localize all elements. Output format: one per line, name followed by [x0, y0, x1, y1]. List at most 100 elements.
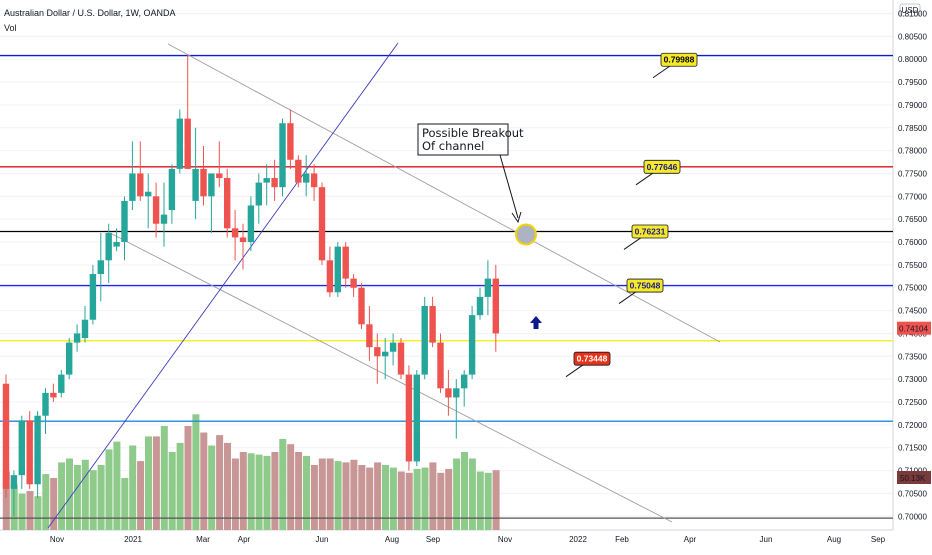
volume-bar [334, 461, 342, 530]
annotation-pointer-arrowhead [511, 211, 522, 224]
candle-body[interactable] [58, 374, 65, 393]
channel-upper-trendline[interactable] [167, 43, 721, 343]
volume-bar [105, 449, 113, 530]
candle-body[interactable] [10, 475, 18, 489]
channel-lower-trendline[interactable] [109, 232, 673, 523]
price-label-box[interactable] [643, 159, 681, 174]
volume-bar [145, 436, 152, 530]
volume-bar [263, 455, 271, 530]
candle-body[interactable] [160, 214, 168, 224]
volume-bar [255, 454, 263, 530]
candle-body[interactable] [484, 278, 492, 297]
candle-body[interactable] [397, 342, 405, 375]
candle-body[interactable] [50, 392, 57, 398]
candle-body[interactable] [18, 420, 25, 476]
x-axis-tick-label: Feb [615, 535, 629, 544]
volume-bar [310, 465, 318, 530]
candle-body[interactable] [137, 173, 144, 197]
volume-bar [287, 444, 295, 530]
candle-body[interactable] [295, 159, 302, 183]
candle-body[interactable] [334, 246, 341, 293]
price-label-box[interactable] [631, 224, 669, 239]
candle-body[interactable] [26, 420, 33, 485]
candle-body[interactable] [113, 242, 120, 247]
candle-body[interactable] [145, 191, 152, 197]
uptrend-line[interactable] [47, 42, 399, 529]
candle-body[interactable] [445, 388, 452, 398]
candle-body[interactable] [366, 324, 373, 348]
annotation-note-box[interactable] [417, 123, 509, 156]
candle-body[interactable] [263, 178, 270, 183]
price-label-box[interactable] [626, 278, 664, 293]
volume-bar [176, 442, 184, 530]
candle-body[interactable] [476, 296, 484, 316]
price-label-box[interactable] [660, 52, 698, 67]
candle-body[interactable] [255, 182, 262, 206]
candle-body[interactable] [453, 388, 460, 398]
candle-body[interactable] [176, 118, 183, 169]
candle-body[interactable] [318, 187, 326, 261]
candle-body[interactable] [105, 232, 112, 261]
candle-body[interactable] [326, 260, 334, 293]
candle-body[interactable] [413, 374, 420, 462]
candle-body[interactable] [231, 228, 239, 238]
volume-bar [208, 445, 216, 530]
y-axis-tick-label: 0.73500 [898, 352, 927, 361]
candle-body[interactable] [184, 118, 191, 169]
x-axis-tick-label: Sep [871, 535, 886, 544]
candle-body[interactable] [224, 178, 231, 229]
price-label-box[interactable] [573, 351, 611, 366]
candle-body[interactable] [389, 342, 397, 352]
candle-body[interactable] [271, 178, 278, 188]
candle-body[interactable] [421, 306, 428, 375]
candle-body[interactable] [200, 168, 207, 197]
candle-body[interactable] [168, 168, 176, 211]
volume-bar [89, 470, 97, 530]
candle-body[interactable] [468, 315, 476, 375]
candle-body[interactable] [437, 342, 444, 389]
candle-body[interactable] [239, 237, 247, 243]
volume-bar [66, 458, 73, 530]
candle-body[interactable] [216, 173, 223, 179]
candle-body[interactable] [73, 333, 81, 343]
candle-body[interactable] [192, 168, 199, 201]
candle-body[interactable] [310, 173, 318, 188]
candle-body[interactable] [81, 319, 89, 339]
volume-bar [160, 426, 168, 530]
candle-body[interactable] [129, 173, 136, 201]
candle-body[interactable] [405, 374, 413, 462]
volume-bar [224, 442, 231, 530]
candle-body[interactable] [152, 196, 160, 224]
candle-body[interactable] [279, 123, 286, 188]
volume-bar [295, 452, 303, 530]
candle-body[interactable] [429, 306, 436, 343]
candle-body[interactable] [358, 287, 365, 325]
candle-body[interactable] [382, 351, 389, 357]
volume-bar [18, 493, 26, 530]
candle-body[interactable] [208, 173, 215, 197]
candle-body[interactable] [34, 415, 41, 485]
y-axis-tick-label: 0.72500 [898, 398, 927, 407]
candle-body[interactable] [247, 205, 255, 243]
candle-body[interactable] [89, 274, 97, 320]
candle-body[interactable] [2, 383, 10, 489]
volume-bar [279, 439, 287, 530]
candle-body[interactable] [287, 123, 294, 160]
candle-body[interactable] [342, 246, 349, 279]
candle-body[interactable] [374, 347, 381, 357]
candle-body[interactable] [121, 200, 128, 243]
candle-body[interactable] [66, 342, 73, 375]
candle-body[interactable] [303, 173, 310, 183]
up-arrow-icon[interactable] [530, 316, 542, 329]
volume-bar [382, 465, 389, 530]
candle-body[interactable] [350, 278, 357, 288]
candle-body[interactable] [492, 278, 499, 334]
breakout-circle-marker[interactable] [515, 223, 537, 246]
candle-body[interactable] [461, 374, 468, 389]
candle-body[interactable] [42, 392, 49, 416]
y-axis-tick-label: 0.75500 [898, 261, 927, 270]
volume-bar [476, 471, 484, 530]
candle-body[interactable] [97, 260, 104, 275]
